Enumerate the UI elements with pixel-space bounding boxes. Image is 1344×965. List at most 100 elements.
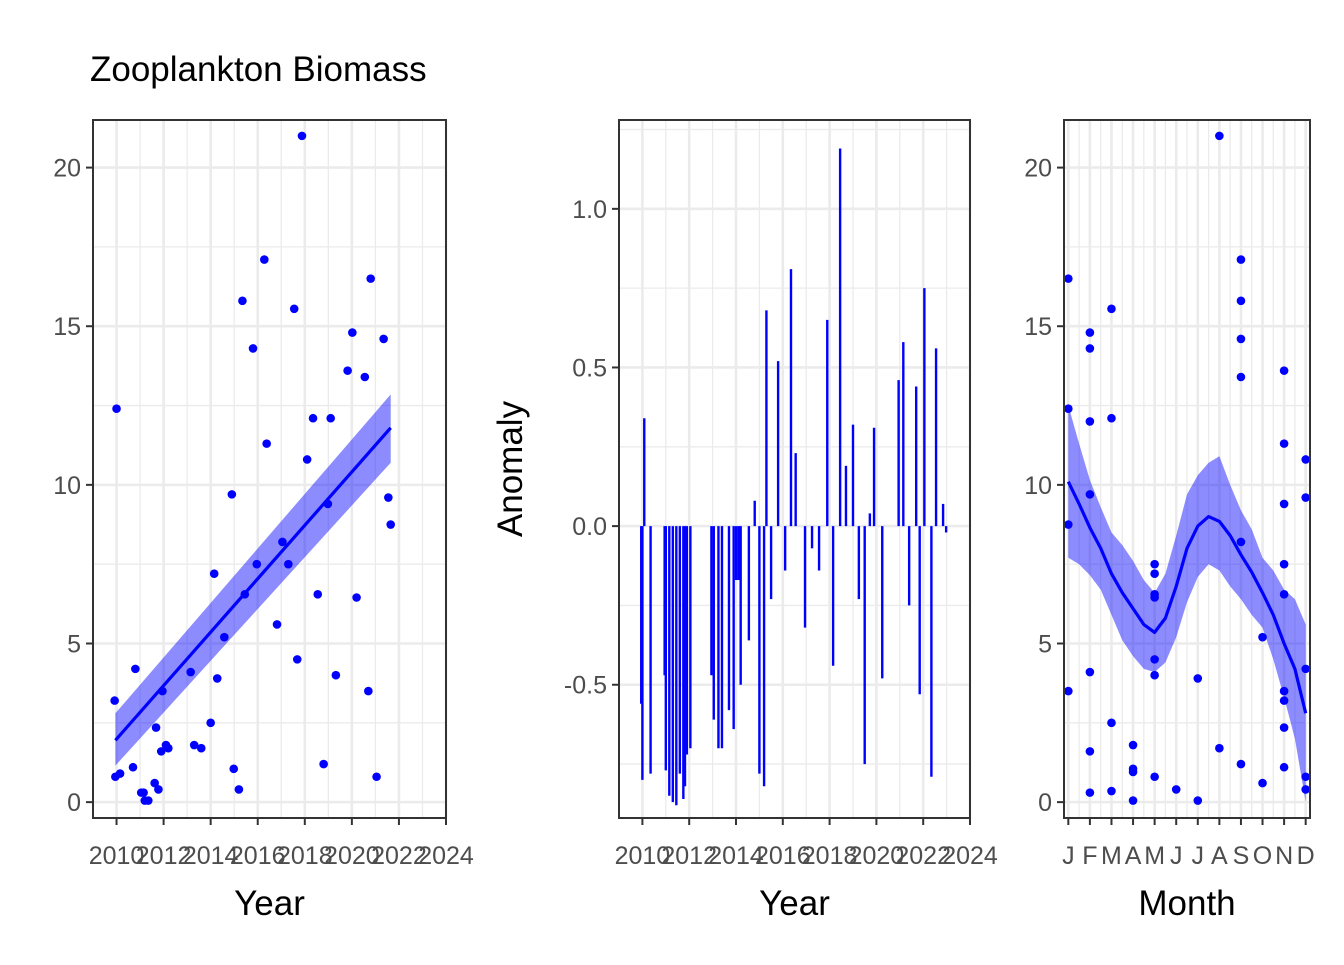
y-tick-label: 1.0 — [572, 196, 607, 224]
x-tick-label: 2010 — [89, 842, 145, 870]
data-point — [384, 493, 393, 502]
data-point — [1128, 796, 1138, 805]
data-point — [1258, 778, 1267, 788]
data-point — [1279, 499, 1289, 509]
data-point — [262, 439, 271, 448]
data-point — [1215, 131, 1224, 141]
data-point — [164, 743, 173, 753]
x-tick-label: J — [1170, 842, 1183, 870]
x-tick-label: O — [1253, 842, 1272, 870]
data-point — [1193, 796, 1203, 805]
data-point — [115, 769, 125, 778]
data-point — [1236, 537, 1246, 547]
data-point — [1064, 274, 1073, 283]
data-point — [1171, 785, 1181, 794]
x-tick-label: 2024 — [418, 842, 474, 870]
data-point — [260, 255, 269, 264]
data-point — [229, 764, 239, 774]
x-tick-label: J — [1192, 842, 1205, 870]
data-point — [1236, 372, 1246, 382]
data-point — [1279, 439, 1289, 448]
data-point — [151, 723, 161, 732]
data-point — [209, 569, 219, 578]
data-point — [234, 785, 244, 794]
data-point — [379, 334, 388, 344]
x-tick-label: N — [1275, 842, 1293, 870]
y-tick-label: 5 — [1038, 631, 1052, 659]
data-point — [1107, 304, 1116, 314]
x-tick-label: A — [1211, 842, 1228, 870]
data-point — [1085, 747, 1095, 756]
data-point — [1085, 417, 1095, 426]
data-point — [156, 747, 166, 756]
data-point — [1128, 767, 1138, 777]
data-point — [196, 743, 206, 753]
data-point — [364, 686, 373, 696]
y-tick-label: 0 — [67, 789, 81, 817]
data-point — [1107, 413, 1116, 423]
data-point — [343, 366, 352, 375]
x-tick-label: F — [1082, 842, 1097, 870]
y-tick-label: 10 — [53, 472, 81, 500]
y-tick-label: 15 — [53, 313, 81, 341]
data-point — [313, 590, 323, 599]
data-point — [1107, 786, 1116, 796]
data-point — [1258, 632, 1267, 642]
data-point — [331, 670, 341, 680]
y-tick-label: 20 — [53, 155, 81, 183]
x-tick-label: D — [1297, 842, 1315, 870]
data-point — [1193, 674, 1203, 683]
x-tick-label: J — [1062, 842, 1075, 870]
data-point — [372, 772, 381, 782]
data-point — [189, 740, 199, 750]
x-tick-label: M — [1101, 842, 1122, 870]
data-point — [278, 537, 287, 547]
data-point — [1236, 759, 1246, 769]
data-point — [1150, 655, 1159, 664]
data-point — [297, 131, 307, 141]
data-point — [1085, 667, 1095, 677]
data-point — [1236, 255, 1246, 264]
y-tick-label: -0.5 — [564, 672, 607, 700]
data-point — [348, 328, 357, 337]
panel-border — [1063, 119, 1311, 819]
data-point — [154, 785, 163, 794]
x-tick-label: 2012 — [661, 842, 717, 870]
confidence-ribbon — [115, 394, 391, 766]
panel-border — [92, 119, 447, 819]
data-point — [112, 404, 121, 414]
data-point — [308, 413, 318, 423]
data-point — [284, 559, 293, 569]
plot-title: Zooplankton Biomass — [90, 50, 427, 89]
data-point — [272, 620, 282, 629]
x-tick-label: 2014 — [708, 842, 764, 870]
confidence-ribbon — [1068, 405, 1306, 803]
data-point — [1301, 772, 1310, 782]
data-point — [131, 664, 140, 674]
data-point — [292, 655, 302, 664]
data-point — [326, 413, 335, 423]
data-point — [1279, 559, 1289, 569]
data-point — [1085, 344, 1095, 353]
data-point — [302, 455, 312, 464]
x-tick-label: S — [1233, 842, 1250, 870]
x-tick-label: 2022 — [371, 842, 427, 870]
data-point — [366, 274, 375, 283]
y-tick-label: 0 — [1038, 789, 1052, 817]
y-tick-label: 10 — [1024, 472, 1052, 500]
y-tick-label: 0.0 — [572, 513, 607, 541]
data-point — [1279, 696, 1289, 705]
data-point — [1236, 334, 1246, 344]
data-point — [110, 696, 119, 705]
data-point — [1301, 455, 1310, 464]
data-point — [1107, 718, 1116, 728]
data-point — [1064, 686, 1073, 696]
data-point — [139, 788, 148, 797]
data-point — [212, 674, 222, 683]
x-tick-label: 2012 — [136, 842, 192, 870]
panel-anomaly-by-year: -0.50.00.51.0201020122014201620182020202… — [491, 119, 998, 923]
x-axis-title: Year — [759, 884, 830, 923]
panel-biomass-by-year: 0 5 10 15 20 20102012201420162018202020222024… — [53, 119, 474, 923]
y-tick-label: 20 — [1024, 155, 1052, 183]
